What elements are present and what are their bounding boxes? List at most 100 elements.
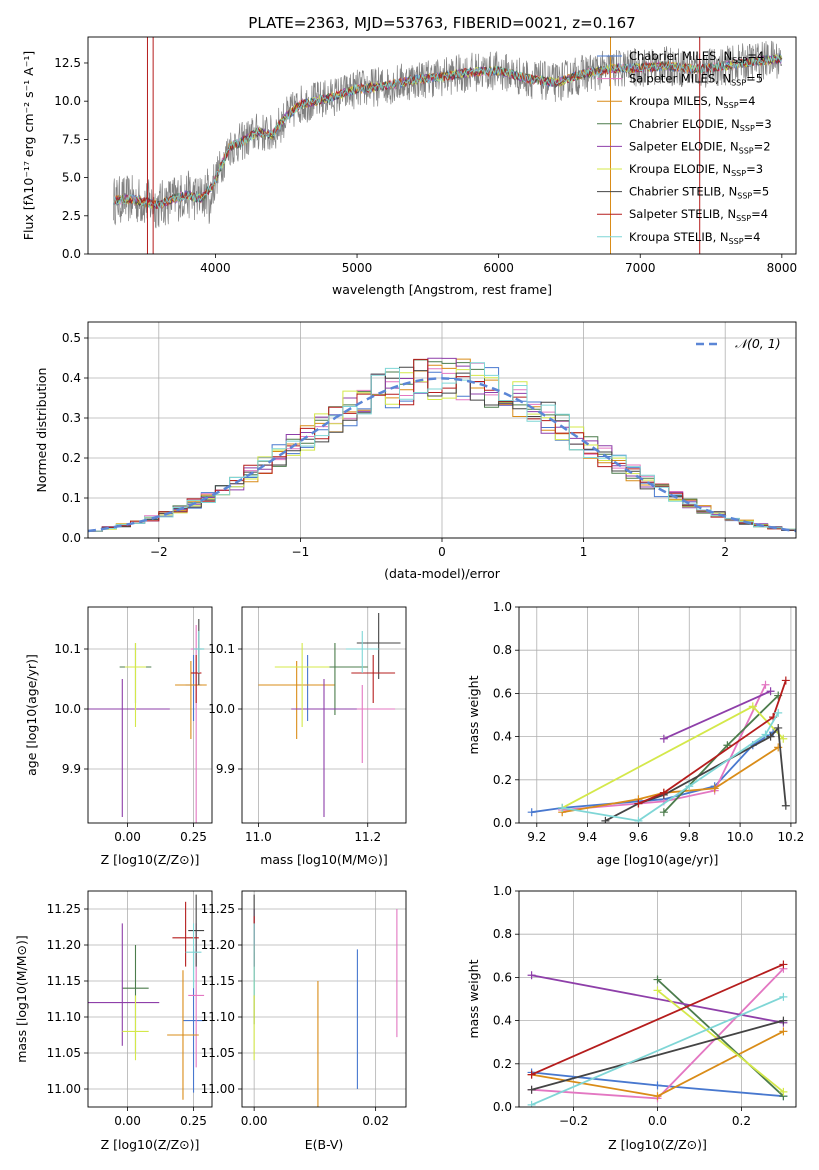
y-tick-label: 0.4 — [493, 730, 512, 744]
legend-label-2: Salpeter MILES, NSSP=5 — [629, 72, 763, 88]
data-point-9 — [345, 631, 379, 673]
x-tick-label: 0.00 — [241, 1114, 268, 1128]
axes-frame — [87, 606, 213, 824]
plot-area — [88, 619, 207, 823]
data-point-9 — [193, 631, 205, 673]
axes-frame — [518, 606, 797, 824]
y-tick-label: 11.20 — [201, 938, 235, 952]
data-point-8 — [172, 901, 199, 967]
legend-label-6: Kroupa ELODIE, NSSP=3 — [629, 162, 763, 178]
y-tick-label: 9.9 — [62, 762, 81, 776]
y-axis-label: Flux [fλ10⁻¹⁷ erg cm⁻² s⁻¹ A⁻¹] — [21, 51, 36, 240]
weight-marker — [779, 1027, 788, 1036]
data-point-9 — [185, 923, 202, 989]
y-axis-label: mass [log10(M/M⊙)] — [14, 935, 29, 1063]
weight-marker — [653, 975, 662, 984]
weight-line — [531, 1019, 784, 1091]
weight-series-9 — [558, 708, 783, 823]
x-tick-label: 0.25 — [180, 830, 207, 844]
data-point-7 — [188, 894, 205, 967]
y-axis-label: mass weight — [466, 959, 481, 1038]
x-tick-label: 6000 — [483, 261, 514, 275]
weight-marker — [601, 816, 610, 823]
weight-marker — [781, 676, 790, 685]
plot-area — [253, 894, 398, 1107]
y-tick-label: 12.5 — [54, 56, 81, 70]
x-tick-label: 0.2 — [732, 1114, 751, 1128]
x-tick-label: 0.25 — [180, 1114, 207, 1128]
legend-label-5: Salpeter ELODIE, NSSP=2 — [629, 139, 771, 155]
weight-marker — [766, 687, 775, 696]
y-tick-label: 11.25 — [47, 902, 81, 916]
legend-label: 𝒩(0, 1) — [735, 336, 781, 351]
y-tick-label: 0.2 — [62, 451, 81, 465]
axes-frame — [87, 36, 797, 255]
weight-marker — [774, 708, 783, 717]
weight-marker — [748, 702, 757, 711]
y-tick-label: 1.0 — [493, 600, 512, 614]
y-tick-label: 0.0 — [62, 247, 81, 261]
x-axis-label: Z [log10(Z/Z⊙)] — [608, 1137, 707, 1152]
data-point-5 — [291, 679, 357, 817]
weight-line — [663, 690, 771, 740]
weight-line — [531, 731, 774, 814]
legend-label-8: Salpeter STELIB, NSSP=4 — [629, 207, 768, 223]
y-tick-label: 11.10 — [47, 1010, 81, 1024]
data-point-4 — [302, 643, 368, 715]
y-tick-label: 11.00 — [201, 1082, 235, 1096]
y-tick-label: 0.0 — [493, 1100, 512, 1114]
y-tick-label: 0.4 — [62, 371, 81, 385]
y-tick-label: 10.0 — [208, 702, 235, 716]
x-tick-label: 11.2 — [354, 830, 381, 844]
weight-marker — [527, 971, 536, 980]
weight-marker — [779, 1087, 788, 1096]
weight-line — [656, 989, 784, 1093]
y-axis-label: age [log10(age/yr)] — [24, 654, 39, 776]
y-tick-label: 5.0 — [62, 171, 81, 185]
data-point-3 — [167, 970, 199, 1100]
weight-marker — [527, 808, 536, 817]
panel-8: −0.2 0.0 0.2 0.0 0.2 0.4 0.6 0.8 1.0 Z [log10(Z/Z… — [466, 884, 797, 1152]
x-tick-label: 2 — [721, 545, 729, 559]
legend-label-9: Kroupa STELIB, NSSP=4 — [629, 230, 760, 246]
y-tick-label: 2.5 — [62, 209, 81, 223]
weight-marker — [653, 1092, 662, 1101]
weight-line — [531, 995, 784, 1106]
x-tick-label: 10.0 — [727, 830, 754, 844]
y-tick-label: 10.1 — [208, 642, 235, 656]
y-tick-label: 7.5 — [62, 132, 81, 146]
x-tick-label: 4000 — [200, 261, 231, 275]
x-tick-label: 9.6 — [629, 830, 648, 844]
histogram-series-2 — [88, 362, 796, 532]
panel-1: 4000 5000 6000 7000 8000 0.0 2.5 5.0 7.5 10.0 12.5… — [21, 14, 797, 297]
y-tick-label: 10.0 — [54, 702, 81, 716]
plot-area — [113, 37, 783, 254]
legend-label-1: Chabrier MILES, NSSP=4 — [629, 49, 764, 65]
data-point-7 — [356, 613, 401, 679]
weight-marker — [685, 782, 694, 791]
weight-marker — [634, 816, 643, 823]
weight-marker — [710, 784, 719, 793]
histogram-series-6 — [88, 369, 796, 532]
y-tick-label: 0.0 — [493, 816, 512, 830]
x-axis-label: mass [log10(M/M⊙)] — [260, 852, 388, 867]
axes-frame — [87, 890, 213, 1108]
legend: 𝒩(0, 1) — [696, 336, 781, 351]
weight-series-6 — [558, 702, 788, 812]
weight-marker — [774, 723, 783, 732]
y-axis-label: mass weight — [466, 675, 481, 754]
weight-line — [531, 963, 784, 1076]
y-tick-label: 10.1 — [54, 642, 81, 656]
plot-area — [88, 894, 205, 1100]
weight-marker — [781, 801, 790, 810]
weight-marker — [779, 734, 788, 743]
y-tick-label: 0.1 — [62, 491, 81, 505]
weight-marker — [779, 960, 788, 969]
y-tick-label: 11.20 — [47, 938, 81, 952]
panel-4: 11.0 11.2 9.9 10.0 10.1 mass [log10(M/M⊙)] — [208, 606, 407, 867]
y-tick-label: 0.6 — [493, 970, 512, 984]
y-tick-label: 0.4 — [493, 1014, 512, 1028]
histogram-series-5 — [88, 357, 796, 532]
data-point-6 — [122, 995, 149, 1061]
x-axis-label: (data-model)/error — [384, 566, 501, 581]
